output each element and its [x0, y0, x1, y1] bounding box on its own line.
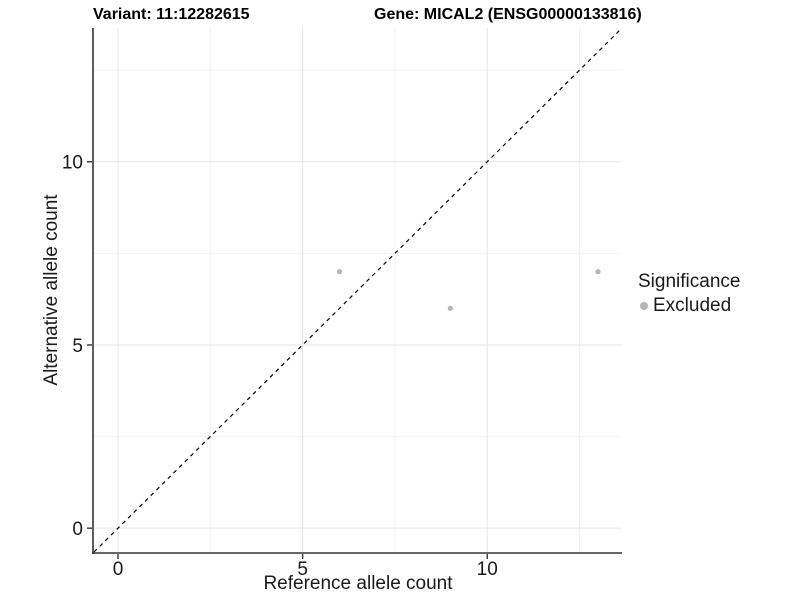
- legend-item-label: Excluded: [653, 295, 732, 316]
- legend-point-icon: [640, 302, 648, 310]
- data-point: [447, 305, 453, 311]
- y-tick-label: 0: [72, 519, 83, 540]
- legend-item-excluded: Excluded: [638, 295, 740, 317]
- y-axis-title: Alternative allele count: [41, 194, 62, 386]
- data-point: [595, 269, 601, 275]
- x-tick-label: 0: [113, 559, 124, 580]
- variant-title: Variant: 11:12282615: [93, 6, 250, 23]
- y-tick-label: 5: [72, 336, 83, 357]
- identity-reference-line: [93, 27, 623, 553]
- x-axis-title: Reference allele count: [263, 573, 453, 594]
- legend-title: Significance: [638, 271, 741, 292]
- x-tick-label: 5: [297, 559, 308, 580]
- legend: Significance Excluded: [638, 271, 740, 317]
- y-tick-label: 10: [62, 153, 83, 174]
- x-tick-label: 10: [477, 559, 498, 580]
- gene-title: Gene: MICAL2 (ENSG00000133816): [374, 6, 642, 23]
- data-point: [336, 269, 343, 275]
